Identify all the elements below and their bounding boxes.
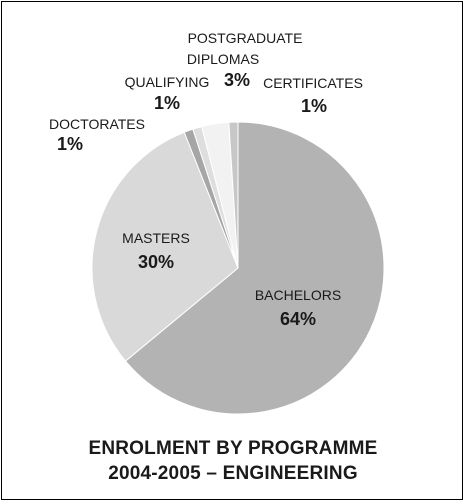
- chart-title-line-2: 2004-2005 – ENGINEERING: [108, 463, 358, 484]
- label-masters: MASTERS: [122, 230, 190, 246]
- pie-slices: [91, 121, 385, 415]
- pie-slice-masters: [91, 131, 239, 362]
- pct-masters: 30%: [138, 252, 174, 272]
- pct-bachelors: 64%: [280, 309, 316, 329]
- pct-qualifying: 1%: [154, 93, 180, 113]
- label-postgraduate: POSTGRADUATE: [188, 30, 303, 46]
- label-bachelors: BACHELORS: [255, 287, 341, 303]
- pie-slice-bachelors: [124, 121, 385, 415]
- pie-slice-certificates: [228, 121, 239, 269]
- pct-postgraduate-diplomas: 3%: [224, 70, 250, 90]
- label-qualifying: QUALIFYING: [125, 74, 210, 90]
- label-diplomas: DIPLOMAS: [187, 51, 259, 67]
- label-doctorates: DOCTORATES: [49, 116, 145, 132]
- label-certificates: CERTIFICATES: [263, 75, 363, 91]
- pct-certificates: 1%: [301, 96, 327, 116]
- pct-doctorates: 1%: [57, 134, 83, 154]
- chart-title-line-1: ENROLMENT BY PROGRAMME: [88, 438, 378, 459]
